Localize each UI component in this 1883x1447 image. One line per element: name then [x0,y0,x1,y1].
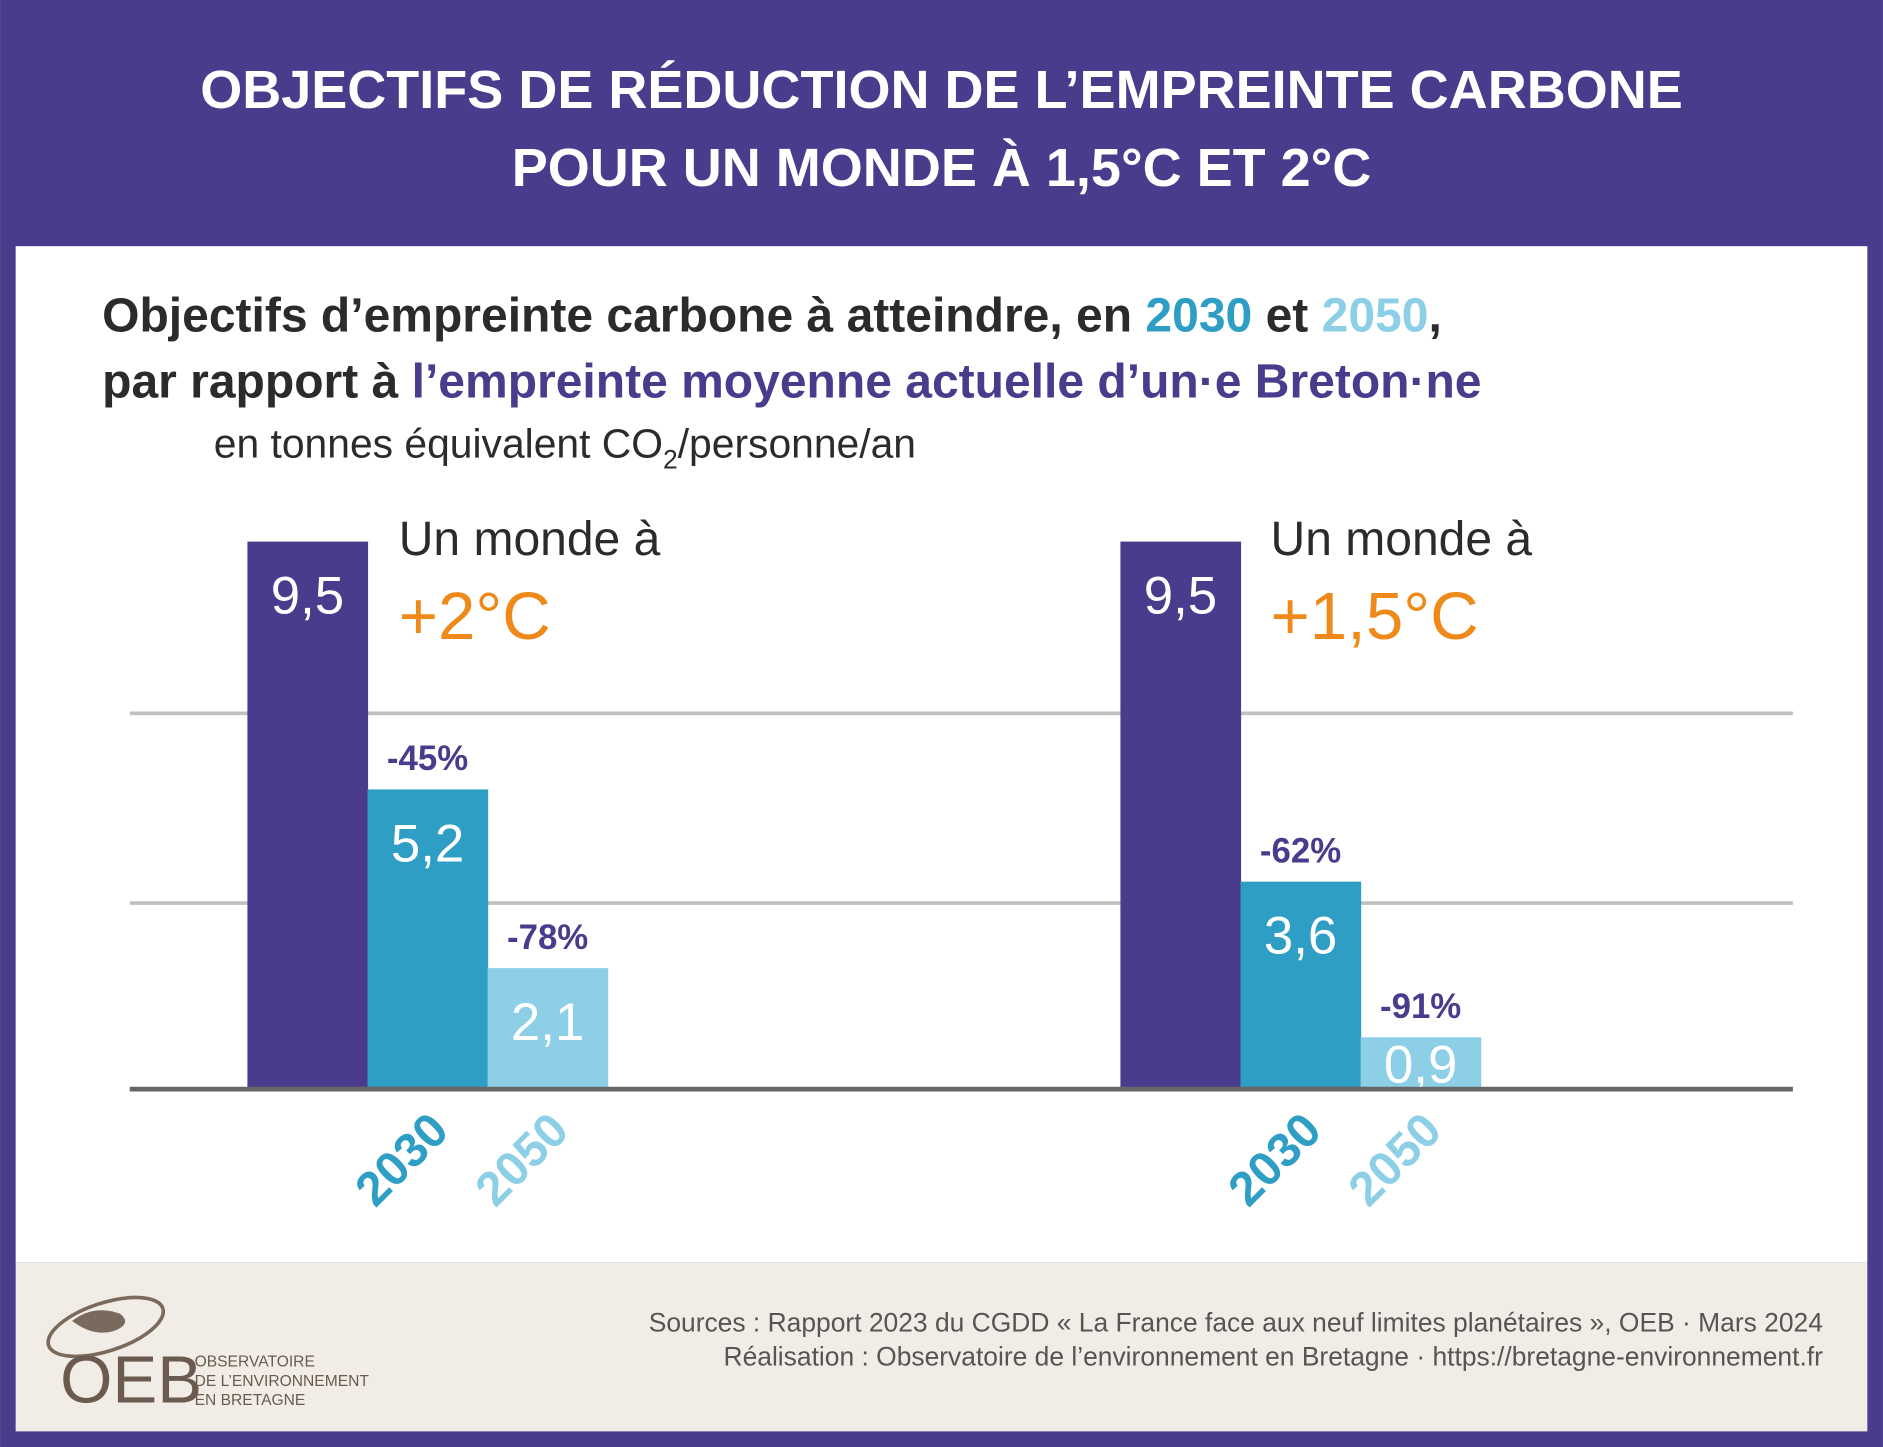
scenario-label: +1,5°C [1271,579,1479,654]
sources: Sources : Rapport 2023 du CGDD « La Fran… [649,1308,1823,1338]
value-label: 9,5 [1144,567,1217,626]
subtitle: Objectifs d’empreinte carbone à atteindr… [102,289,1442,342]
subtitle-part: , [1428,289,1441,342]
change-label: -78% [507,918,588,957]
value-label: 0,9 [1384,1035,1457,1094]
panel-title: Un monde à [1271,513,1533,566]
subtitle-part: 2030 [1145,289,1252,342]
subtitle: par rapport à l’empreinte moyenne actuel… [102,355,1481,408]
subtitle-part: 2050 [1322,289,1429,342]
value-label: 5,2 [391,814,464,873]
unit-part: /personne/an [678,421,916,467]
bar [247,541,369,1090]
header-title: POUR UN MONDE À 1,5°C ET 2°C [512,138,1372,198]
logo-subtext: OBSERVATOIRE [195,1354,315,1371]
subtitle-part: l’empreinte moyenne actuelle d’un·e Bret… [412,355,1482,408]
change-label: -91% [1380,987,1461,1026]
header-title: OBJECTIFS DE RÉDUCTION DE L’EMPREINTE CA… [200,60,1683,120]
bar [1240,881,1362,1090]
unit-part: 2 [663,444,678,474]
logo-subtext: EN BRETAGNE [195,1392,306,1409]
logo-text: OEB [60,1343,202,1418]
unit-label: en tonnes équivalent CO2/personne/an [214,421,916,475]
bar [487,968,609,1090]
value-label: 2,1 [511,993,584,1052]
value-label: 9,5 [271,567,344,626]
bar [367,789,489,1090]
credits: Réalisation : Observatoire de l’environn… [724,1341,1824,1371]
subtitle-part: Objectifs d’empreinte carbone à atteindr… [102,289,1145,342]
change-label: -45% [387,739,468,778]
bar [1120,541,1242,1090]
footer-panel [15,1262,1868,1432]
scenario-label: +2°C [399,579,551,654]
logo-subtext: DE L’ENVIRONNEMENT [195,1373,370,1390]
subtitle-part: par rapport à [102,355,412,408]
value-label: 3,6 [1264,907,1337,966]
logo-map [72,1310,126,1333]
unit-part: en tonnes équivalent CO [214,421,663,467]
bar [1360,1037,1482,1090]
change-label: -62% [1260,831,1341,870]
subtitle-part: et [1252,289,1321,342]
panel-title: Un monde à [399,513,661,566]
logo-swoosh [46,1295,166,1359]
